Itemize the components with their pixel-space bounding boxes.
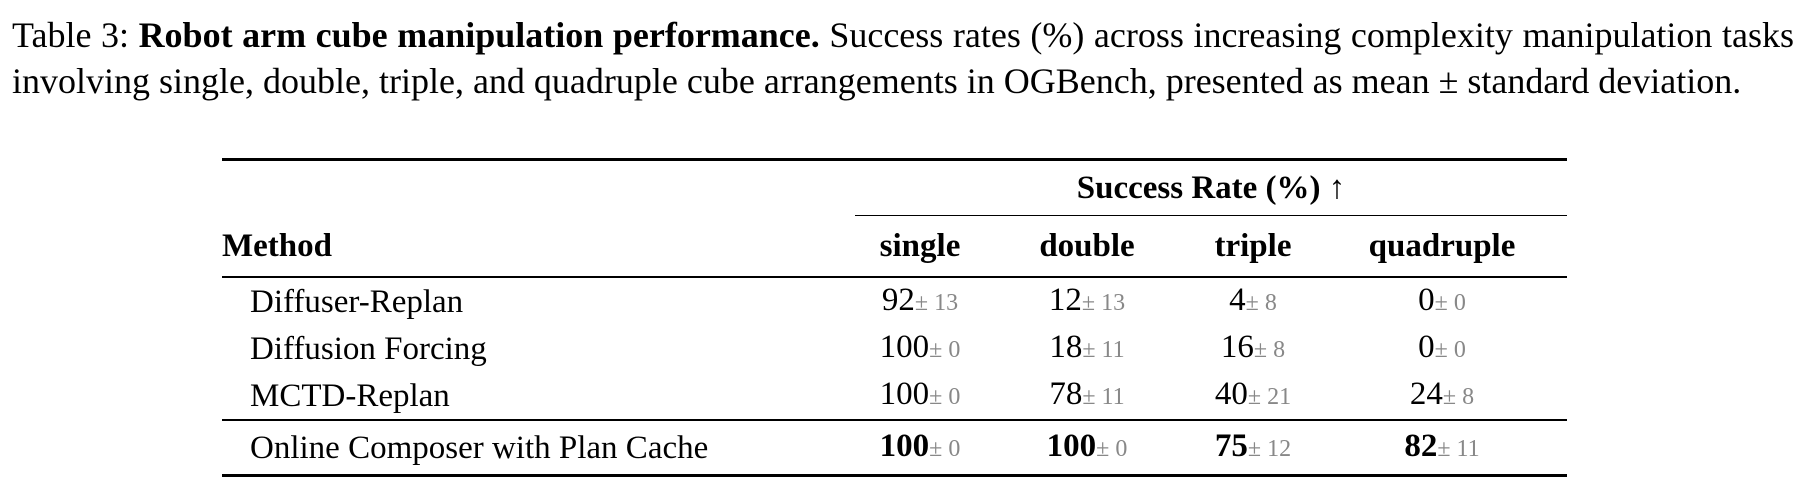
- score-sd: ± 0: [1434, 290, 1466, 316]
- score-mean: 75: [1214, 428, 1248, 464]
- column-header-double: double: [985, 215, 1189, 277]
- score-cell: 92± 13: [855, 276, 985, 325]
- score-cell: 75± 12: [1189, 419, 1317, 477]
- score-mean: 100: [879, 428, 930, 464]
- column-header-quadruple: quadruple: [1317, 215, 1568, 277]
- score-sd: ± 11: [1082, 384, 1125, 410]
- score-mean: 18: [1049, 329, 1083, 365]
- score-sd: ± 11: [1437, 436, 1480, 462]
- score-mean: 100: [879, 376, 930, 412]
- score-cell: 100± 0: [855, 325, 985, 372]
- score-mean: 92: [881, 282, 915, 318]
- column-header-single: single: [855, 215, 985, 277]
- score-cell: 100± 0: [985, 419, 1189, 477]
- score-cell: 40± 21: [1189, 372, 1317, 420]
- table-row: Online Composer with Plan Cache 100± 0 100…: [222, 419, 1568, 477]
- score-sd: ± 0: [1434, 337, 1466, 363]
- score-cell: 100± 0: [855, 372, 985, 420]
- column-header-method: Method: [222, 227, 332, 264]
- score-mean: 100: [1046, 428, 1097, 464]
- score-sd: ± 13: [914, 290, 959, 316]
- score-sd: ± 0: [929, 384, 961, 410]
- score-mean: 0: [1418, 282, 1435, 318]
- score-mean: 40: [1214, 376, 1248, 412]
- score-cell: 100± 0: [855, 419, 985, 477]
- score-cell: 24± 8: [1317, 372, 1567, 420]
- caption-label: Table 3:: [12, 15, 129, 55]
- score-cell: 0± 0: [1317, 325, 1567, 372]
- score-sd: ± 11: [1082, 337, 1125, 363]
- score-mean: 24: [1409, 376, 1443, 412]
- score-sd: ± 0: [929, 337, 961, 363]
- score-mean: 16: [1220, 329, 1254, 365]
- score-cell: 12± 13: [985, 276, 1189, 325]
- score-cell: 16± 8: [1189, 325, 1317, 372]
- score-cell: 0± 0: [1317, 276, 1568, 325]
- table-caption: Table 3: Robot arm cube manipulation per…: [12, 12, 1794, 104]
- column-header-triple: triple: [1189, 215, 1317, 277]
- score-mean: 100: [879, 329, 930, 365]
- method-name: MCTD-Replan: [250, 377, 450, 414]
- score-cell: 82± 11: [1317, 419, 1568, 477]
- table-row: MCTD-Replan 100± 0 78± 11 40± 21 24± 8: [222, 372, 1567, 420]
- score-sd: ± 12: [1247, 436, 1292, 462]
- table-row: Diffuser-Replan 92± 13 12± 13 4± 8 0± 0: [222, 276, 1568, 325]
- score-sd: ± 0: [929, 436, 961, 462]
- method-name: Online Composer with Plan Cache: [222, 419, 855, 477]
- score-sd: ± 13: [1081, 290, 1126, 316]
- score-sd: ± 0: [1096, 436, 1128, 462]
- method-name: Diffusion Forcing: [250, 330, 487, 367]
- score-mean: 0: [1418, 329, 1435, 365]
- group-header: Success Rate (%) ↑: [855, 158, 1568, 216]
- score-sd: ± 8: [1253, 337, 1286, 363]
- score-mean: 78: [1049, 376, 1083, 412]
- caption-title: Robot arm cube manipulation performance.: [138, 15, 820, 55]
- score-sd: ± 21: [1247, 384, 1292, 410]
- caption-text: Success rates (%) across increasing comp…: [12, 15, 1794, 101]
- score-mean: 12: [1048, 282, 1082, 318]
- results-table: Success Rate (%) ↑ Method single double …: [222, 158, 1568, 477]
- table-row: Diffusion Forcing 100± 0 18± 11 16± 8 0± 0: [222, 325, 1567, 372]
- score-sd: ± 8: [1442, 384, 1475, 410]
- score-mean: 82: [1404, 428, 1438, 464]
- method-name: Diffuser-Replan: [222, 276, 855, 325]
- score-mean: 4: [1229, 282, 1246, 318]
- score-cell: 78± 11: [985, 372, 1189, 420]
- score-cell: 4± 8: [1189, 276, 1317, 325]
- score-sd: ± 8: [1245, 290, 1277, 316]
- score-cell: 18± 11: [985, 325, 1189, 372]
